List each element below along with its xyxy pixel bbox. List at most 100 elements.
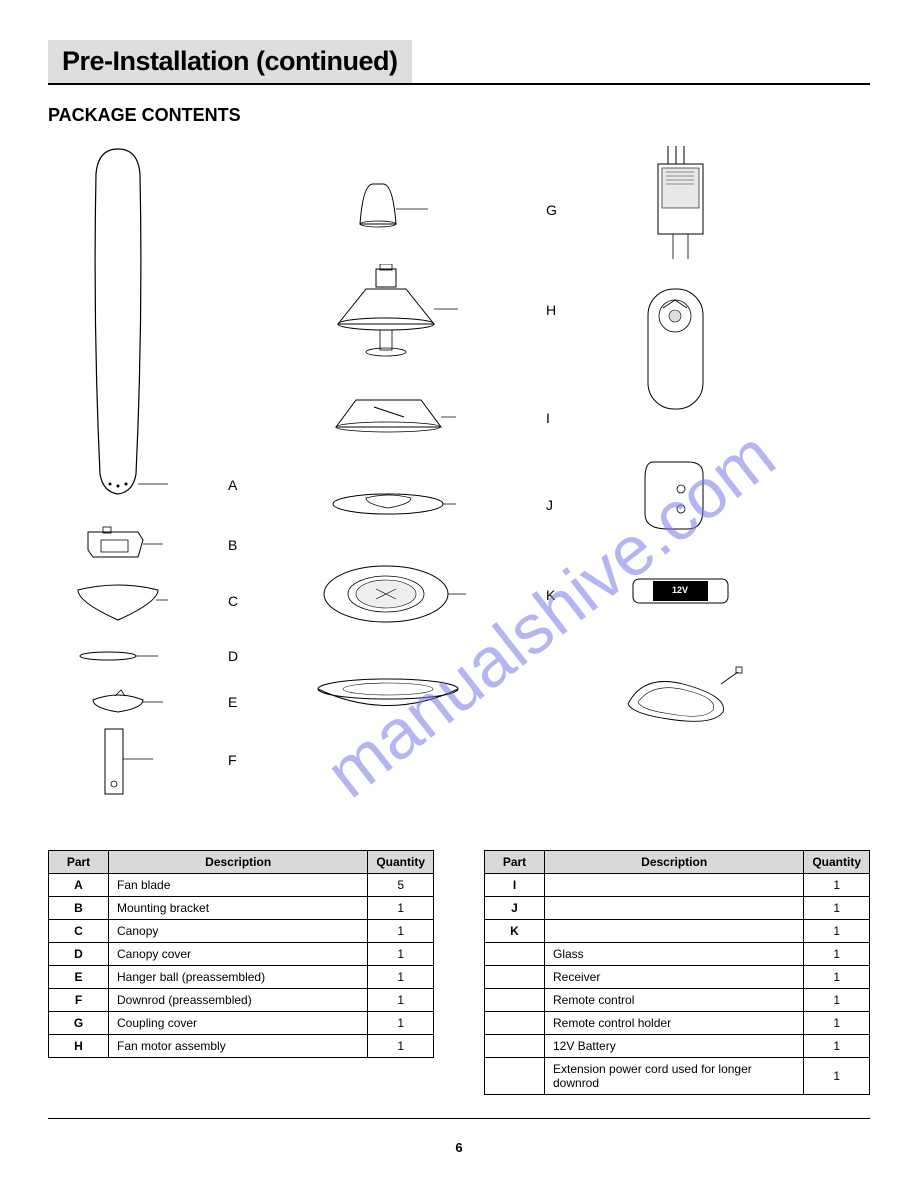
page-number: 6 <box>0 1140 918 1155</box>
cell-qty: 1 <box>368 966 434 989</box>
cell-desc: 12V Battery <box>545 1035 804 1058</box>
cell-desc <box>545 874 804 897</box>
th-desc: Description <box>545 851 804 874</box>
label-j: J <box>546 497 553 513</box>
cell-qty: 1 <box>368 989 434 1012</box>
part-i <box>326 392 456 442</box>
battery-label: 12V <box>672 585 688 595</box>
cell-part <box>485 966 545 989</box>
title-bar: Pre-Installation (continued) <box>48 40 412 83</box>
label-d: D <box>228 648 238 664</box>
th-part: Part <box>485 851 545 874</box>
cell-qty: 1 <box>804 989 870 1012</box>
cell-desc: Hanger ball (preassembled) <box>109 966 368 989</box>
parts-tables: Part Description Quantity AFan blade5BMo… <box>48 850 870 1095</box>
label-g: G <box>546 202 557 218</box>
parts-table-1: Part Description Quantity AFan blade5BMo… <box>48 850 434 1058</box>
table-row: 12V Battery1 <box>485 1035 870 1058</box>
cell-desc: Fan blade <box>109 874 368 897</box>
cell-desc: Canopy cover <box>109 943 368 966</box>
part-h-motor <box>318 264 458 374</box>
part-a-fan-blade <box>68 144 168 504</box>
cell-desc: Receiver <box>545 966 804 989</box>
part-remote-holder <box>633 454 718 539</box>
table-row: HFan motor assembly1 <box>49 1035 434 1058</box>
cell-part: D <box>49 943 109 966</box>
cell-qty: 1 <box>804 920 870 943</box>
cell-desc: Extension power cord used for longer dow… <box>545 1058 804 1095</box>
table-row: Receiver1 <box>485 966 870 989</box>
cell-desc: Remote control <box>545 989 804 1012</box>
cell-qty: 1 <box>804 1012 870 1035</box>
part-glass <box>313 674 473 724</box>
table-row: AFan blade5 <box>49 874 434 897</box>
cell-part <box>485 1058 545 1095</box>
cell-qty: 1 <box>368 920 434 943</box>
table-row: BMounting bracket1 <box>49 897 434 920</box>
cell-qty: 1 <box>368 943 434 966</box>
cell-qty: 1 <box>804 1035 870 1058</box>
part-cord <box>613 664 753 734</box>
table-row: CCanopy1 <box>49 920 434 943</box>
parts-diagram: A B C D E F G <box>48 144 870 804</box>
cell-part: C <box>49 920 109 943</box>
part-c-canopy <box>68 582 168 627</box>
table-row: I1 <box>485 874 870 897</box>
cell-desc <box>545 920 804 943</box>
th-part: Part <box>49 851 109 874</box>
cell-part: G <box>49 1012 109 1035</box>
cell-part: I <box>485 874 545 897</box>
cell-part <box>485 989 545 1012</box>
cell-qty: 1 <box>804 874 870 897</box>
label-b: B <box>228 537 237 553</box>
table-right: Part Description Quantity I1J1K1Glass1Re… <box>484 850 870 1095</box>
cell-desc <box>545 897 804 920</box>
table-row: J1 <box>485 897 870 920</box>
cell-part: J <box>485 897 545 920</box>
title-rule <box>48 83 870 85</box>
cell-desc: Canopy <box>109 920 368 943</box>
cell-desc: Remote control holder <box>545 1012 804 1035</box>
section-heading: PACKAGE CONTENTS <box>48 105 870 126</box>
cell-part: B <box>49 897 109 920</box>
part-f-downrod <box>83 724 153 804</box>
table-row: Remote control1 <box>485 989 870 1012</box>
cell-desc: Glass <box>545 943 804 966</box>
cell-part <box>485 1012 545 1035</box>
th-qty: Quantity <box>368 851 434 874</box>
parts-table-2: Part Description Quantity I1J1K1Glass1Re… <box>484 850 870 1095</box>
cell-part: A <box>49 874 109 897</box>
cell-qty: 1 <box>804 943 870 966</box>
bottom-rule <box>48 1118 870 1119</box>
th-qty: Quantity <box>804 851 870 874</box>
table-row: FDownrod (preassembled)1 <box>49 989 434 1012</box>
cell-desc: Coupling cover <box>109 1012 368 1035</box>
table-row: GCoupling cover1 <box>49 1012 434 1035</box>
part-k <box>316 559 466 634</box>
cell-qty: 1 <box>804 966 870 989</box>
label-a: A <box>228 477 237 493</box>
label-f: F <box>228 752 237 768</box>
table-row: Remote control holder1 <box>485 1012 870 1035</box>
cell-desc: Mounting bracket <box>109 897 368 920</box>
cell-part: H <box>49 1035 109 1058</box>
cell-qty: 1 <box>804 897 870 920</box>
label-c: C <box>228 593 238 609</box>
cell-qty: 1 <box>368 897 434 920</box>
cell-qty: 1 <box>368 1035 434 1058</box>
cell-part <box>485 943 545 966</box>
cell-part: E <box>49 966 109 989</box>
cell-desc: Downrod (preassembled) <box>109 989 368 1012</box>
cell-part: F <box>49 989 109 1012</box>
part-e-hanger-ball <box>73 682 163 717</box>
part-d-canopy-cover <box>78 647 158 665</box>
th-desc: Description <box>109 851 368 874</box>
table-row: EHanger ball (preassembled)1 <box>49 966 434 989</box>
cell-desc: Fan motor assembly <box>109 1035 368 1058</box>
cell-qty: 5 <box>368 874 434 897</box>
part-remote <box>633 284 723 424</box>
table-row: Extension power cord used for longer dow… <box>485 1058 870 1095</box>
table-row: K1 <box>485 920 870 943</box>
table-row: DCanopy cover1 <box>49 943 434 966</box>
table-row: Glass1 <box>485 943 870 966</box>
